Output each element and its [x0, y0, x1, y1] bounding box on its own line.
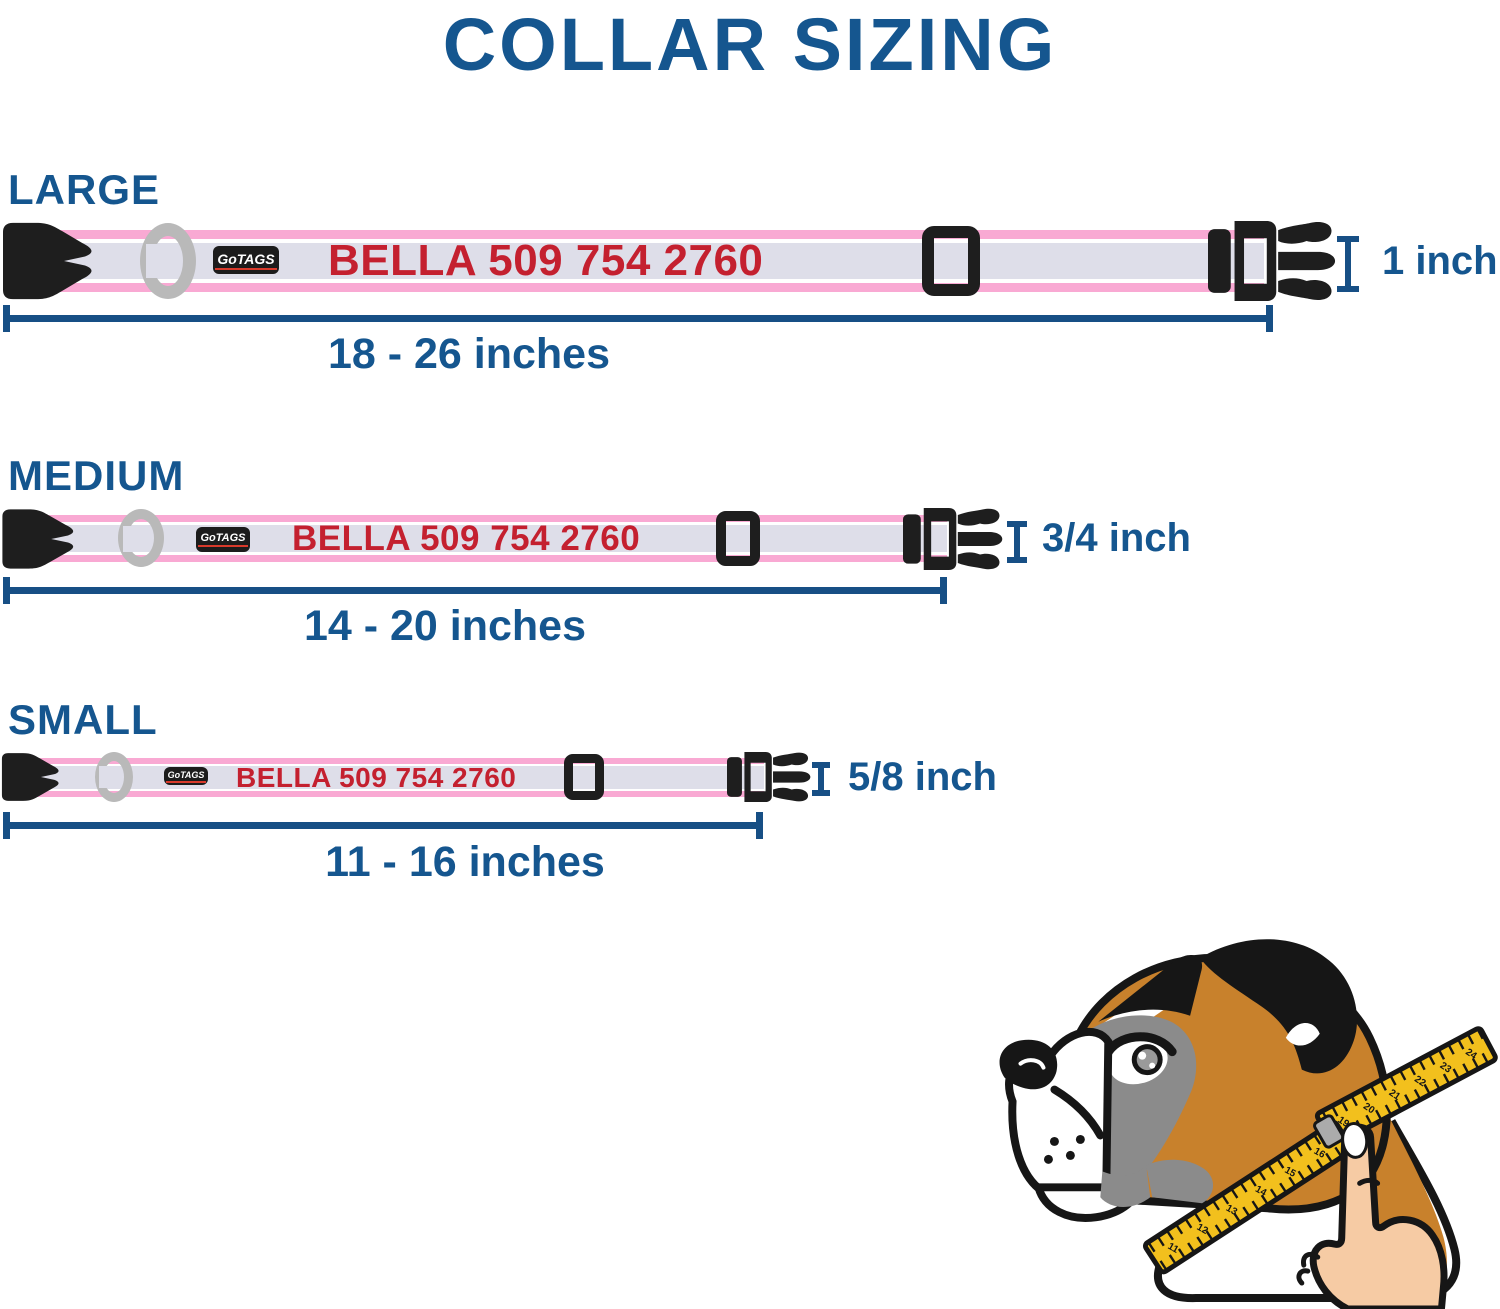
personalized-collar-text-large: BELLA 509 754 2760: [328, 236, 764, 285]
buckle-female-icon: [2, 509, 74, 569]
length-measure-line-small: [3, 812, 763, 839]
d-ring-strap-overlap: [123, 526, 143, 552]
page-title: COLLAR SIZING: [442, 3, 1058, 86]
width-label-small: 5/8 inch: [848, 755, 997, 799]
tape-number: 12: [1195, 1222, 1210, 1237]
tape-number: 14: [1253, 1184, 1268, 1199]
buckle-male-icon: [903, 508, 1003, 570]
width-label-medium: 3/4 inch: [1042, 516, 1191, 560]
dog-illustration: 19 20 21 22 23 24 11 12 13 14 15: [999, 939, 1498, 1309]
buckle-female-icon: [3, 222, 92, 300]
length-range-medium: 14 - 20 inches: [303, 602, 587, 650]
brand-logo: GoTAGS: [213, 246, 279, 274]
size-label-small: SMALL: [8, 696, 158, 743]
length-measure-line-medium: [3, 577, 947, 604]
brand-logo-label: GoTAGS: [215, 251, 277, 270]
tape-number: 16: [1312, 1146, 1327, 1161]
collar-strap-small: [36, 758, 764, 797]
length-range-large: 18 - 26 inches: [327, 330, 611, 378]
slider-buckle-icon: [564, 754, 604, 800]
tape-metal-tab: [1313, 1114, 1345, 1149]
slider-buckle-icon: [922, 226, 980, 296]
hand-icon: [1296, 1122, 1448, 1309]
width-bracket-icon: [1007, 521, 1027, 563]
brand-logo-label: GoTAGS: [198, 532, 248, 547]
slider-buckle-icon: [716, 511, 760, 566]
tape-number: 13: [1224, 1203, 1239, 1218]
width-label-large: 1 inch: [1382, 238, 1498, 283]
collar-strap-medium: [42, 515, 947, 562]
personalized-collar-text-medium: BELLA 509 754 2760: [292, 518, 641, 558]
personalized-collar-text-small: BELLA 509 754 2760: [236, 761, 517, 793]
buckle-male-icon: [727, 752, 811, 802]
d-ring-strap-overlap: [99, 766, 115, 788]
length-measure-line-large: [3, 305, 1273, 332]
brand-logo-label: GoTAGS: [165, 770, 207, 783]
length-range-small: 11 - 16 inches: [325, 838, 605, 886]
size-label-large: LARGE: [8, 166, 160, 213]
buckle-male-icon: [1208, 221, 1336, 301]
brand-logo: GoTAGS: [196, 527, 250, 552]
buckle-female-icon: [1, 753, 59, 801]
width-bracket-icon: [812, 762, 830, 796]
d-ring-strap-overlap: [146, 244, 170, 278]
tape-number: 15: [1283, 1165, 1298, 1180]
brand-logo: GoTAGS: [164, 767, 208, 785]
size-label-medium: MEDIUM: [8, 452, 185, 499]
width-bracket-icon: [1337, 236, 1359, 292]
